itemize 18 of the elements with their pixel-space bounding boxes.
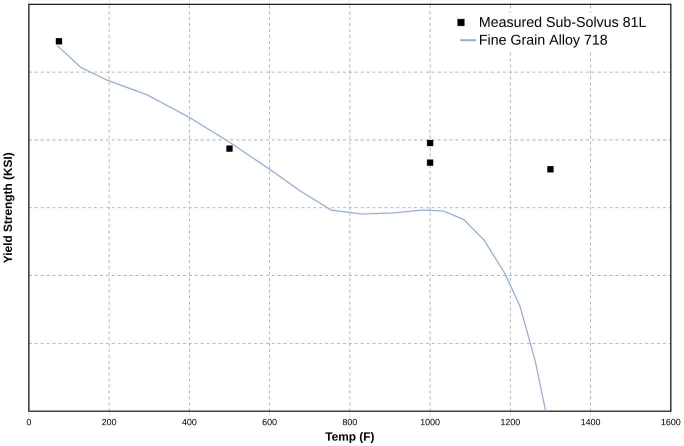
point bbox=[426, 140, 434, 146]
y-axis-title: Yield Strength (KSI) bbox=[3, 152, 14, 263]
x-tick-label: 400 bbox=[182, 418, 196, 426]
point bbox=[226, 145, 233, 152]
x-tick-label: 1200 bbox=[501, 418, 520, 426]
x-tick-label: 600 bbox=[262, 418, 277, 426]
x-tick-label: 1000 bbox=[420, 418, 440, 426]
x-tick-label: 1400 bbox=[581, 418, 600, 426]
point bbox=[56, 38, 62, 44]
x-tick-label: 200 bbox=[102, 418, 116, 426]
point bbox=[426, 159, 434, 166]
x-axis-title: Temp (F) bbox=[325, 432, 374, 443]
x-tick-label: 800 bbox=[342, 418, 357, 426]
x-tick-label: 1600 bbox=[662, 418, 680, 426]
legend-label: Measured Sub-Solvus 81L bbox=[480, 16, 646, 27]
x-tick-label: 0 bbox=[26, 418, 32, 426]
point bbox=[547, 166, 554, 172]
legend-label: Fine Grain Alloy 718 bbox=[480, 34, 608, 48]
